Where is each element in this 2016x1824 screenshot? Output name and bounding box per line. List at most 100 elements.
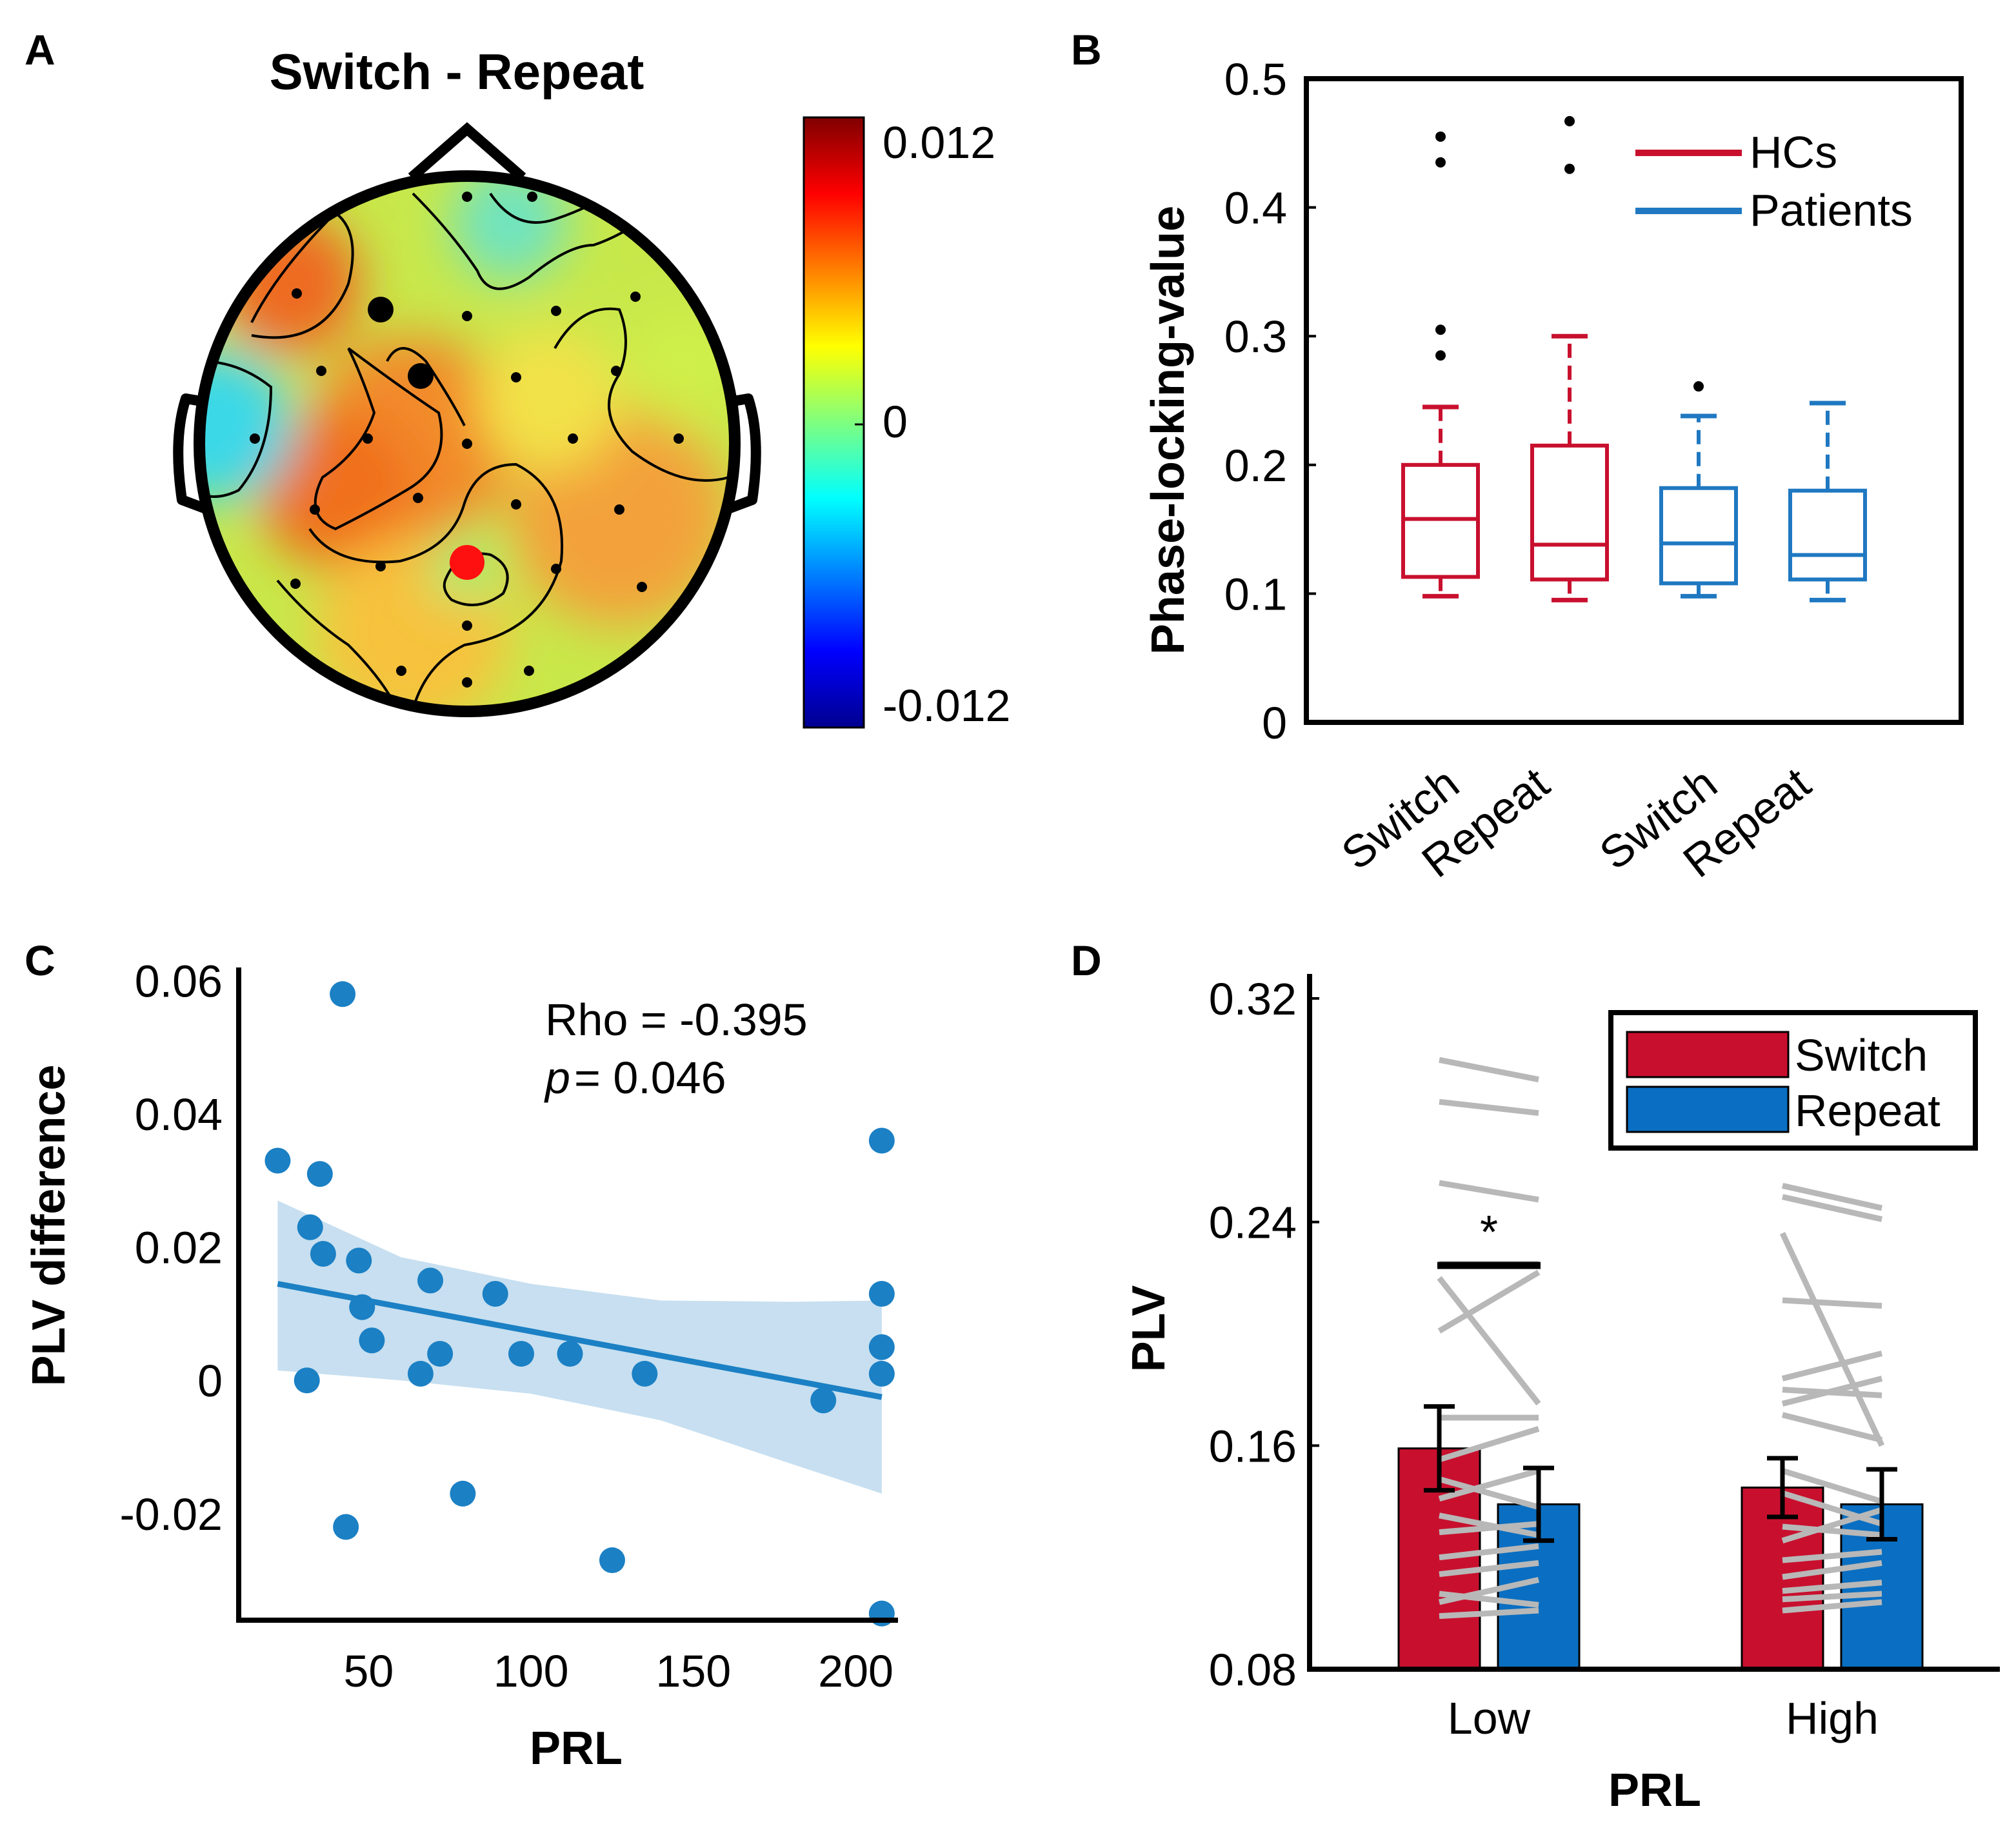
c-y-tick-label: 0.02 <box>135 1223 223 1273</box>
electrode <box>250 433 260 444</box>
d-paired-line <box>1438 1476 1540 1510</box>
d-paired-line <box>1439 1098 1539 1116</box>
electrode-highlight <box>368 297 394 322</box>
c-scatter-point <box>407 1360 434 1387</box>
electrode-highlight <box>408 363 434 389</box>
c-scatter-point <box>346 1247 372 1274</box>
electrode <box>462 620 472 631</box>
d-paired-line <box>1439 1576 1539 1605</box>
d-error-bars <box>1424 1404 1897 1543</box>
b-y-tick-label: 0.5 <box>1224 54 1287 104</box>
electrode <box>363 433 373 444</box>
electrode <box>551 306 561 316</box>
c-scatter-point <box>450 1480 476 1507</box>
b-y-tick-label: 0.3 <box>1224 312 1287 362</box>
b-y-tick-label: 0.1 <box>1224 569 1287 619</box>
d-paired-line <box>1782 1182 1882 1211</box>
electrode <box>462 311 472 321</box>
d-x-tick-label: High <box>1786 1693 1879 1743</box>
electrode <box>375 561 386 571</box>
c-y-tick-label: 0.04 <box>135 1089 223 1140</box>
colorbar-min-label: -0.012 <box>883 680 1010 731</box>
d-paired-line <box>1781 1468 1883 1505</box>
seed-electrode <box>450 545 484 580</box>
panel-c: C PLV difference PRL 50 100 150 200 0.06 0.04… <box>23 937 898 1774</box>
panel-label-c: C <box>25 937 55 984</box>
panel-d: D PLV PRL 0.32 0.24 0.16 0.08 Low High * Swit… <box>1071 937 2000 1816</box>
c-scatter-point <box>297 1214 323 1240</box>
b-legend: HCs Patients <box>1635 127 1913 235</box>
electrode <box>462 439 472 449</box>
c-scatter-point <box>349 1294 375 1320</box>
c-scatter-point <box>417 1267 444 1294</box>
d-paired-line <box>1781 1507 1883 1543</box>
electrode <box>310 504 320 515</box>
c-x-tick-label: 150 <box>655 1646 731 1696</box>
c-y-axis-label: PLV difference <box>23 1065 75 1387</box>
c-scatter-point <box>632 1360 658 1387</box>
c-x-tick-label: 50 <box>343 1646 394 1696</box>
d-paired-line <box>1781 1412 1883 1443</box>
electrode <box>292 288 302 299</box>
electrode <box>630 292 641 302</box>
b-box <box>1530 443 1609 582</box>
c-scatter-point <box>427 1340 454 1367</box>
electrodes <box>250 192 684 688</box>
electrode <box>462 192 472 202</box>
d-paired-line <box>1438 1468 1540 1502</box>
d-paired-line <box>1782 1194 1882 1222</box>
electrode <box>551 564 561 574</box>
c-scatter-point <box>557 1340 583 1367</box>
electrode <box>674 433 684 444</box>
electrode <box>290 579 301 589</box>
c-y-tick-label: 0.06 <box>135 957 223 1007</box>
c-x-tick-label: 200 <box>818 1646 893 1696</box>
panel-label-b: B <box>1071 26 1102 74</box>
b-box <box>1788 488 1867 582</box>
d-axes <box>1307 974 2000 1672</box>
electrode <box>462 677 472 688</box>
colorbar <box>803 116 865 729</box>
head-right-ear <box>720 393 761 515</box>
c-scatter-point <box>306 1161 333 1187</box>
electrode <box>413 493 423 503</box>
c-y-tick-label: -0.02 <box>119 1489 223 1540</box>
electrode <box>316 366 326 376</box>
c-x-axis-label: PRL <box>530 1723 623 1774</box>
c-scatter-point <box>868 1360 895 1387</box>
electrode <box>511 372 521 382</box>
colorbar-max-label: 0.012 <box>883 117 995 168</box>
c-scatter-point <box>508 1340 534 1367</box>
d-paired-line <box>1438 1426 1540 1463</box>
c-scatter-point <box>294 1367 320 1394</box>
electrode <box>611 366 621 376</box>
topoplot-title: Switch - Repeat <box>270 43 644 100</box>
panel-label-d: D <box>1071 937 1102 984</box>
c-scatter-point <box>333 1514 359 1540</box>
b-outlier-point <box>1435 157 1446 168</box>
electrode <box>359 192 370 202</box>
b-y-axis-label: Phase-locking-value <box>1143 206 1194 655</box>
b-legend-label-hcs: HCs <box>1750 127 1837 177</box>
d-paired-line <box>1782 1549 1882 1563</box>
d-legend-swatch-repeat <box>1626 1085 1790 1133</box>
d-paired-line <box>1439 1180 1539 1203</box>
d-y-tick-label: 0.32 <box>1209 974 1297 1024</box>
c-p-symbol: p <box>544 1053 570 1103</box>
c-scatter-point <box>599 1547 625 1574</box>
panel-a: A Switch - Repeat <box>25 26 1010 731</box>
c-scatter-point <box>868 1334 895 1360</box>
c-fit-group <box>277 1281 883 1400</box>
electrode <box>396 666 406 676</box>
d-y-tick-label: 0.08 <box>1209 1645 1297 1695</box>
b-y-ticks: 0 0.1 0.2 0.3 0.4 0.5 <box>1224 54 1316 748</box>
d-paired-line <box>1439 1521 1539 1536</box>
panel-label-a: A <box>25 26 55 74</box>
d-paired-line <box>1782 1599 1882 1614</box>
d-paired-line <box>1781 1350 1883 1382</box>
d-x-axis-label: PRL <box>1608 1765 1701 1816</box>
b-outlier-point <box>1564 115 1575 126</box>
b-outlier-point <box>1435 324 1446 335</box>
head-nose <box>408 122 526 182</box>
b-axes-frame <box>1304 76 1964 725</box>
